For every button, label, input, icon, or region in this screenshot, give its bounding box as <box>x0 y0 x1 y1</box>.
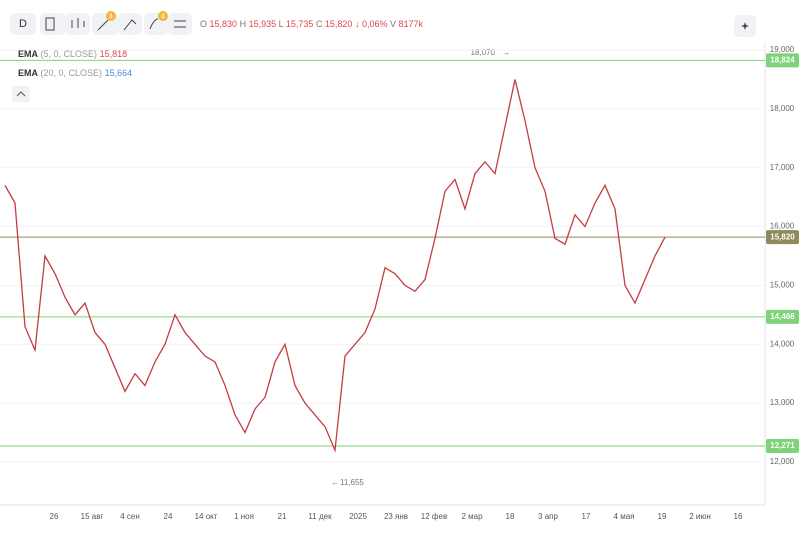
x-tick-label: 4 сен <box>120 512 140 521</box>
indicator-entry: EMA (5, 0, CLOSE) 15,818 <box>18 49 127 59</box>
x-tick-label: 23 янв <box>384 512 408 521</box>
x-tick-label: 15 авг <box>81 512 104 521</box>
ohlc-h-label: Н <box>240 19 247 29</box>
badge-text: 4 <box>161 13 165 20</box>
x-tick-label: 17 <box>582 512 591 521</box>
x-tick-label: 16 <box>734 512 743 521</box>
x-tick-label: 2025 <box>349 512 367 521</box>
indicator-value: 15,664 <box>105 68 133 78</box>
y-tick-label: 19,000 <box>770 45 795 54</box>
level-label: 12,271 <box>770 441 795 450</box>
level-label: 15,820 <box>770 232 795 241</box>
y-tick-label: 14,000 <box>770 339 795 348</box>
ohlc-l-label: L <box>279 19 284 29</box>
x-tick-label: 26 <box>50 512 59 521</box>
indicator-params: (5, 0, CLOSE) <box>41 49 98 59</box>
ohlc-change: ↓ 0,06% <box>355 19 388 29</box>
indicator-value: 15,818 <box>100 49 128 59</box>
ai-icon <box>741 22 749 30</box>
y-tick-label: 17,000 <box>770 163 795 172</box>
level-tag <box>766 309 799 324</box>
badge <box>158 11 168 21</box>
x-tick-label: 18 <box>506 512 515 521</box>
y-tick-label: 16,000 <box>770 222 795 231</box>
x-tick-label: 19 <box>658 512 667 521</box>
level-tag <box>766 439 799 454</box>
indicator-name: EMA <box>18 49 39 59</box>
interval: D <box>19 18 27 30</box>
collapse-icon <box>16 91 26 97</box>
level-label: 14,466 <box>770 312 795 321</box>
y-tick-label: 15,000 <box>770 281 795 290</box>
max-arrow: → <box>502 48 510 57</box>
x-tick-label: 2 июн <box>689 512 711 521</box>
x-tick-label: 14 окт <box>195 512 218 521</box>
x-tick-label: 2 мар <box>461 512 483 521</box>
min-arrow: ← <box>331 478 339 487</box>
indicator-entry: EMA (20, 0, CLOSE) 15,664 <box>18 68 132 78</box>
y-tick-label: 12,000 <box>770 457 795 466</box>
level-label: 18,824 <box>770 55 795 64</box>
x-tick-label: 4 мая <box>614 512 635 521</box>
ohlc-c-label: С <box>316 19 323 29</box>
ohlc-l: 15,735 <box>286 19 314 29</box>
indicator-params: (20, 0, CLOSE) <box>41 68 103 78</box>
interval-button[interactable] <box>10 13 36 35</box>
x-tick-label: 11 дек <box>308 512 332 521</box>
level-tag <box>766 53 799 68</box>
shapes-button[interactable] <box>118 13 142 35</box>
ohlc-o-label: О <box>200 19 207 29</box>
toolbar-icons <box>45 17 186 31</box>
settings-button[interactable] <box>168 13 192 35</box>
y-tick-label: 18,000 <box>770 104 795 113</box>
x-tick-label: 1 ноя <box>234 512 254 521</box>
ohlc-h: 15,935 <box>249 19 277 29</box>
y-tick-label: 13,000 <box>770 398 795 407</box>
min-annotation: 11,655 <box>340 478 364 487</box>
ohlc-v-label: V <box>390 19 396 29</box>
price-line <box>4 79 666 453</box>
indicator-name: EMA <box>18 68 39 78</box>
badge <box>106 11 116 21</box>
ohlc-c: 15,820 <box>325 19 353 29</box>
compare-button[interactable] <box>40 13 66 35</box>
badge-text: 4 <box>109 13 113 20</box>
ohlc-v: 8177k <box>399 19 424 29</box>
x-tick-label: 3 апр <box>538 512 558 521</box>
x-tick-label: 21 <box>278 512 287 521</box>
level-tag <box>766 230 799 245</box>
x-tick-label: 24 <box>164 512 173 521</box>
x-tick-label: 12 фев <box>421 512 447 521</box>
max-annotation: 18,070 <box>471 48 496 57</box>
ohlc-readout: О 15,830 Н 15,935 L 15,735 С 15,820 ↓ 0,… <box>200 19 424 29</box>
ohlc-o: 15,830 <box>210 19 238 29</box>
collapse-button[interactable] <box>12 86 30 102</box>
